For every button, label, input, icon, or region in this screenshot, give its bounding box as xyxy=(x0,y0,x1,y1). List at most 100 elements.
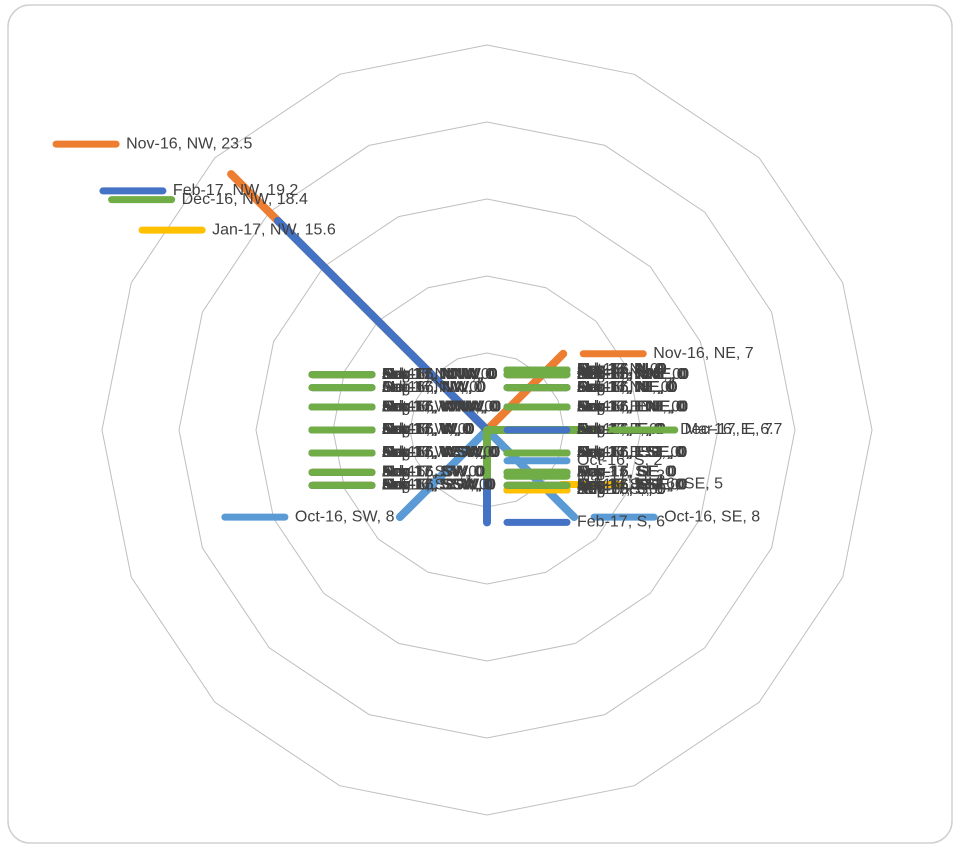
data-label: Jan-17, NW, 15.6 xyxy=(212,221,336,238)
data-label: Mar-17, ESE, 0 xyxy=(577,444,686,461)
data-label: Jan-17, ESE, 0 xyxy=(577,444,685,461)
data-label: Dec-16, NE, 0 xyxy=(577,379,678,396)
data-label: Feb-17, ENE, 0 xyxy=(577,398,687,415)
data-label: Jul-16, SSW, 0 xyxy=(382,477,488,494)
data-label: Sep-16, SSE, 0 xyxy=(577,477,687,494)
data-label: Nov-16, ENE, 0 xyxy=(577,398,688,415)
data-label: Oct-16, SSE, 0 xyxy=(577,477,684,494)
data-label: Nov-16, S, 0 xyxy=(577,481,666,498)
data-label: Feb-17, WNW, 0 xyxy=(382,398,500,415)
data-label: Nov-16, NW, 23.5 xyxy=(126,135,252,152)
data-label: Dec-16, NNE, 0 xyxy=(577,366,689,383)
data-label: Oct-16, NE, 0 xyxy=(577,379,674,396)
data-label: Nov-16, WSW, 0 xyxy=(382,444,500,461)
data-label: Aug-16, WNW, 0 xyxy=(382,398,501,415)
data-label: Jul-16, S, 0 xyxy=(577,481,658,498)
data-label: Aug-16, S, 0 xyxy=(577,481,666,498)
data-label: Aug-16, SW, 0 xyxy=(382,464,485,481)
data-label: Nov-16, SE, 0 xyxy=(577,464,677,481)
data-label: Nov-16, SW, 0 xyxy=(382,464,485,481)
data-label: Jul-16, N, 0 xyxy=(577,361,659,378)
data-label: Nov-16, SSW, 0 xyxy=(382,477,496,494)
data-label: Dec-16, SE, 0 xyxy=(577,464,677,481)
data-label: Oct-16, WSW, 0 xyxy=(382,444,497,461)
data-label: Sep-16, WSW, 0 xyxy=(382,444,500,461)
data-label: Dec-16, SW, 0 xyxy=(382,464,485,481)
data-label: Oct-16, ESE, 0 xyxy=(577,444,684,461)
data-label: Jan-17, SSW, 0 xyxy=(382,477,493,494)
data-label: Sep-16, NE, 0 xyxy=(577,379,678,396)
data-label: Mar-17, NW, 0 xyxy=(382,379,485,396)
data-label: Oct-16, ENE, 0 xyxy=(577,398,685,415)
data-label: Aug-16, SSE, 0 xyxy=(577,477,687,494)
data-label: Sep-16, NNE, 0 xyxy=(577,366,689,383)
data-label: Mar-17, SW, 0 xyxy=(382,464,484,481)
data-label: Oct-16, N, 0 xyxy=(577,361,663,378)
data-label: Aug-16, WSW, 0 xyxy=(382,444,500,461)
data-label: Jan-17, N, 0 xyxy=(577,361,664,378)
data-label: Mar-17, NE, 0 xyxy=(577,379,677,396)
data-label: Jan-17, WSW, 0 xyxy=(382,444,498,461)
data-label: Jul-16, WSW, 0 xyxy=(382,444,492,461)
data-label: Aug-16, NW, 0 xyxy=(382,379,486,396)
data-label: Feb-17, SE, 0 xyxy=(577,464,676,481)
data-label: Sep-16, SW, 0 xyxy=(382,464,485,481)
data-label: Mar-17, E, 7 xyxy=(685,421,773,438)
data-label: Nov-16, W, 0 xyxy=(382,421,475,438)
data-label: Sep-16, ESE, 0 xyxy=(577,444,687,461)
data-label: Oct-16, S, 2 xyxy=(577,452,662,469)
data-label: Feb-17, WSW, 0 xyxy=(382,444,499,461)
data-label: Mar-17, SE, 0 xyxy=(577,464,676,481)
data-label: Feb-17, NNW, 0 xyxy=(382,366,497,383)
data-label: Jan-17, NNW, 0 xyxy=(382,366,495,383)
data-label: Sep-16, S, 0 xyxy=(577,481,666,498)
data-label: Sep-16, W, 0 xyxy=(382,421,475,438)
data-label: Oct-16, NNW, 0 xyxy=(382,366,494,383)
data-label: Oct-16, WNW, 0 xyxy=(382,398,498,415)
data-label: Dec-16, W, 0 xyxy=(382,421,475,438)
data-label: Aug-16, W, 0 xyxy=(382,421,475,438)
data-label: Aug-16, SSW, 0 xyxy=(382,477,496,494)
data-label: Nov-16, SSE, 0 xyxy=(577,477,687,494)
data-label: Jan-17, SW, 0 xyxy=(382,464,483,481)
data-label: Sep-16, SSW, 0 xyxy=(382,477,496,494)
data-label: Feb-17, NNE, 0 xyxy=(577,366,688,383)
data-label: Dec-16, ENE, 0 xyxy=(577,398,688,415)
data-label: Dec-16, E, 6.7 xyxy=(680,421,782,438)
data-label: Oct-16, SW, 8 xyxy=(295,508,395,525)
data-label: Jan-17, NE, 0 xyxy=(577,379,675,396)
data-label: Nov-16, ESE, 0 xyxy=(577,444,687,461)
data-label: Dec-16, SSE, 0 xyxy=(577,477,687,494)
data-label: Nov-16, NNE, 0 xyxy=(577,366,689,383)
data-label: Jul-16, SSE, 0 xyxy=(577,477,679,494)
data-label: Mar-17, WNW, 0 xyxy=(382,398,500,415)
data-label: Oct-16, NW, 0 xyxy=(382,379,483,396)
data-label: Sep-16, N, 0 xyxy=(577,361,667,378)
data-label: Nov-16, NNW, 0 xyxy=(382,366,498,383)
data-label: Dec-16, N, 0 xyxy=(577,361,667,378)
data-label: Dec-16, NNW, 0 xyxy=(382,366,498,383)
data-label: Mar-17, W, 0 xyxy=(382,421,474,438)
data-label: Aug-16, ENE, 0 xyxy=(577,398,688,415)
data-label: Jan-17, WNW, 0 xyxy=(382,398,499,415)
data-label: Nov-16, NE, 7 xyxy=(653,345,754,362)
data-label: Mar-17, NNW, 0 xyxy=(382,366,497,383)
data-label: Jan-17, SSE, 0 xyxy=(577,477,685,494)
data-label: Aug-16, NNW, 0 xyxy=(382,366,498,383)
data-label: Oct-16, NNE, 0 xyxy=(577,366,686,383)
data-label: Aug-16, NNE, 0 xyxy=(577,366,689,383)
data-label: Jul-16, WNW, 0 xyxy=(382,398,493,415)
data-label: Oct-16, SE, 8 xyxy=(664,508,760,525)
data-label: Jul-16, NNE, 0 xyxy=(577,366,681,383)
data-label: Feb-17, SSE, 0 xyxy=(577,477,686,494)
data-label: Jul-16, ESE, 0 xyxy=(577,444,679,461)
data-label: Dec-16, S, 0 xyxy=(577,481,666,498)
data-label: Jul-16, ENE, 0 xyxy=(577,398,680,415)
data-label: Dec-16, WNW, 0 xyxy=(382,398,501,415)
data-label: Aug-16, ESE, 0 xyxy=(577,444,687,461)
data-label: Dec-16, SSW, 0 xyxy=(382,477,496,494)
data-label: Sep-16, NNW, 0 xyxy=(382,366,498,383)
data-label: Feb-17, SSW, 0 xyxy=(382,477,495,494)
grid-ring xyxy=(101,44,873,816)
data-label: Oct-16, W, 0 xyxy=(382,421,471,438)
